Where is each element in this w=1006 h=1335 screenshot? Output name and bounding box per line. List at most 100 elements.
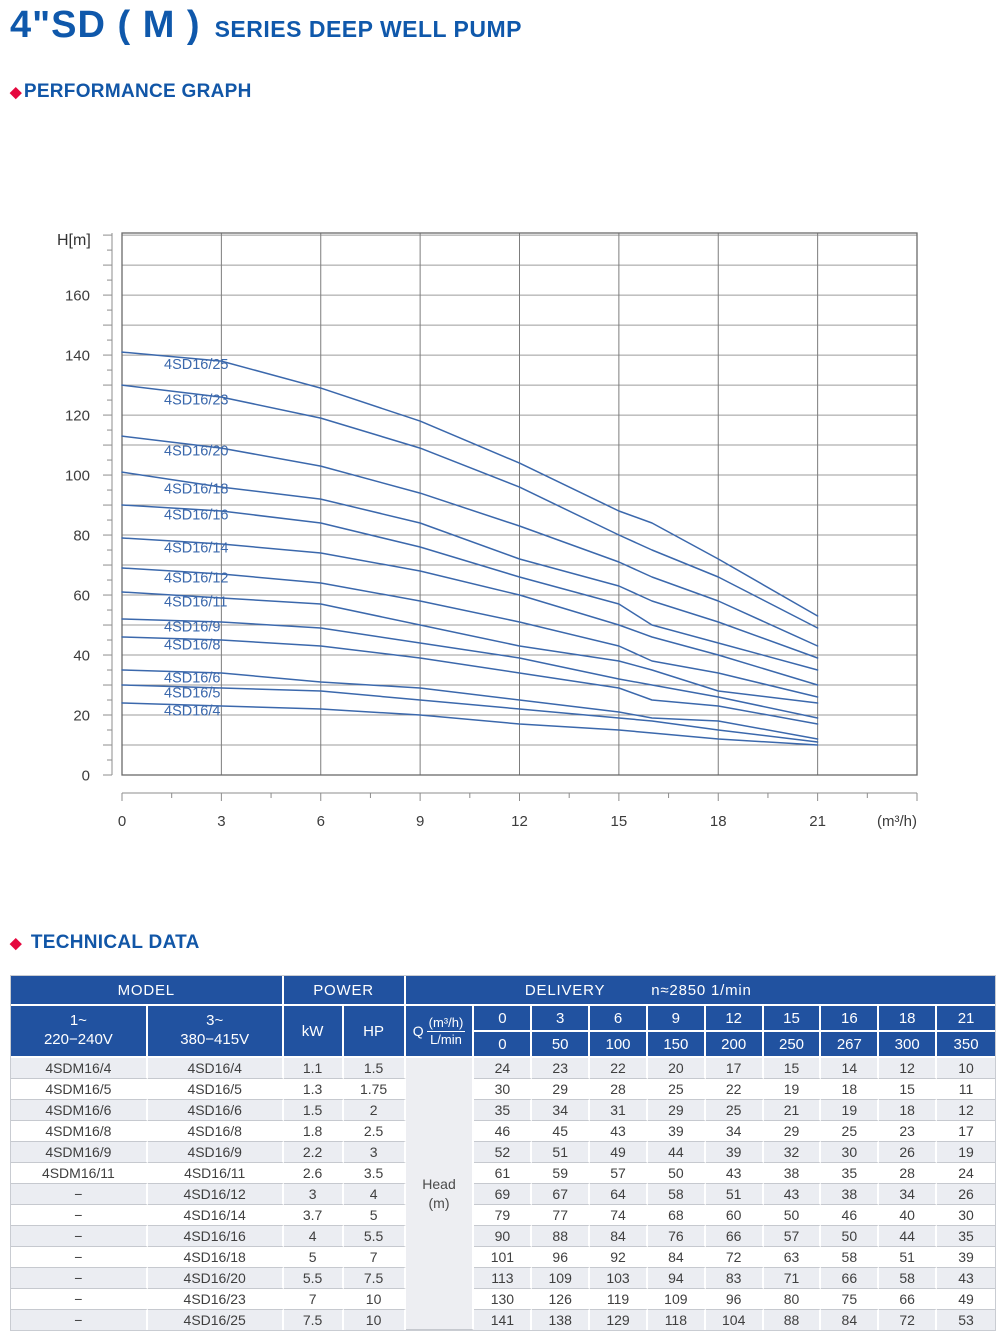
head-value-cell: 21 — [763, 1100, 822, 1121]
curve-4SD16-9 — [121, 618, 819, 719]
head-value-cell: 76 — [647, 1226, 706, 1247]
x-tick-label: 15 — [611, 813, 628, 830]
y-tick-label: 60 — [73, 588, 90, 605]
flow-m3h-header: 9 — [647, 1006, 706, 1032]
head-value-cell: 11 — [937, 1079, 995, 1100]
table-row: 4SDM16/8 4SD16/8 1.8 2.5 46 45 43 39 34 29 25 23 17 — [11, 1121, 995, 1142]
curve-label: 4SD16/4 — [164, 703, 220, 719]
kw-cell: 1.8 — [283, 1121, 344, 1142]
y-tick-label: 80 — [73, 528, 90, 545]
model-3ph-cell: 4SD16/18 — [147, 1247, 284, 1268]
head-value-cell: 50 — [647, 1163, 706, 1184]
head-value-cell: 80 — [763, 1289, 822, 1310]
head-value-cell: 28 — [879, 1163, 938, 1184]
hp-cell: 1.5 — [343, 1058, 406, 1079]
delivery-group-header: DELIVERY n≈2850 1/min — [405, 976, 995, 1006]
model-1ph-cell: − — [11, 1184, 148, 1205]
head-value-cell: 43 — [937, 1268, 995, 1289]
q-label: Q — [412, 1023, 424, 1039]
head-value-cell: 129 — [590, 1310, 648, 1330]
head-value-cell: 18 — [821, 1079, 880, 1100]
model-1ph-cell: − — [11, 1310, 148, 1330]
performance-chart-svg: 0 20 40 60 80 100 120 140 160 H[m] 0 3 6 9 12 15 18 21 (m³… — [57, 232, 918, 830]
kw-cell: 1.1 — [283, 1058, 344, 1079]
head-value-cell: 10 — [937, 1058, 995, 1079]
head-value-cell: 53 — [937, 1310, 995, 1330]
x-tick-label: 12 — [511, 813, 528, 830]
flow-lmin-header: 267 — [821, 1032, 880, 1058]
head-value-cell: 30 — [821, 1142, 880, 1163]
head-value-cell: 24 — [474, 1058, 533, 1079]
kw-cell: 3.7 — [283, 1205, 344, 1226]
q-unit-lmin: L/min — [430, 1031, 462, 1047]
phase-label: 1~ — [69, 1012, 87, 1030]
three-phase-header: 3~ 380−415V — [147, 1006, 284, 1058]
table-row: −4SD16/25 7.5 10 141 138 129 118 104 88 84 72 53 — [11, 1310, 995, 1330]
head-value-cell: 130 — [474, 1289, 533, 1310]
flow-m3h-header: 15 — [763, 1006, 822, 1032]
page-title: 4"SD ( M ) SERIES DEEP WELL PUMP — [10, 4, 522, 47]
head-value-cell: 67 — [532, 1184, 591, 1205]
head-value-cell: 72 — [879, 1310, 938, 1330]
head-value-cell: 49 — [937, 1289, 995, 1310]
head-value-cell: 57 — [763, 1226, 822, 1247]
series-subtitle: SERIES DEEP WELL PUMP — [214, 16, 523, 42]
x-tick-label: 3 — [217, 813, 225, 830]
head-value-cell: 57 — [590, 1163, 648, 1184]
kw-cell: 4 — [283, 1226, 344, 1247]
head-value-cell: 94 — [647, 1268, 706, 1289]
model-1ph-cell: − — [11, 1247, 148, 1268]
table-row: 4SDM16/5 4SD16/5 1.3 1.75 30 29 28 25 22 19 18 15 11 — [11, 1079, 995, 1100]
model-1ph-cell: − — [11, 1226, 148, 1247]
curve-label: 4SD16/20 — [164, 443, 229, 459]
head-value-cell: 58 — [647, 1184, 706, 1205]
model-3ph-cell: 4SD16/11 — [147, 1163, 284, 1184]
curve-label: 4SD16/5 — [164, 685, 220, 701]
head-value-cell: 44 — [879, 1226, 938, 1247]
head-value-cell: 50 — [821, 1226, 880, 1247]
flow-m3h-header: 21 — [937, 1006, 995, 1032]
flow-m3h-header: 3 — [532, 1006, 591, 1032]
table-row: −4SD16/23 7 10 130 126 119 109 96 80 75 66 49 — [11, 1289, 995, 1310]
hp-cell: 5.5 — [343, 1226, 406, 1247]
curve-4SD16-4 — [121, 702, 819, 746]
head-value-cell: 75 — [821, 1289, 880, 1310]
head-m-merged-cell: Head (m) — [405, 1058, 475, 1330]
q-column-header: Q (m³/h) L/min — [405, 1006, 475, 1058]
kw-cell: 7.5 — [283, 1310, 344, 1330]
head-value-cell: 34 — [705, 1121, 764, 1142]
flow-lmin-header: 250 — [763, 1032, 822, 1058]
speed-label: n≈2850 1/min — [651, 981, 752, 999]
table-row: −4SD16/16 4 5.5 90 88 84 76 66 57 50 44 35 — [11, 1226, 995, 1247]
table-row: −4SD16/18 5 7 101 96 92 84 72 63 58 51 39 — [11, 1247, 995, 1268]
voltage-label: 380−415V — [180, 1031, 250, 1048]
head-value-cell: 69 — [474, 1184, 533, 1205]
voltage-label: 220−240V — [43, 1031, 113, 1048]
curve-4SD16-14 — [121, 537, 819, 686]
x-tick-label: 21 — [809, 813, 826, 830]
kw-cell: 1.3 — [283, 1079, 344, 1100]
head-value-cell: 34 — [532, 1100, 591, 1121]
head-value-cell: 119 — [590, 1289, 648, 1310]
model-1ph-cell: 4SDM16/4 — [11, 1058, 148, 1079]
head-value-cell: 52 — [474, 1142, 533, 1163]
hp-cell: 3.5 — [343, 1163, 406, 1184]
head-value-cell: 72 — [705, 1247, 764, 1268]
kw-cell: 5.5 — [283, 1268, 344, 1289]
head-value-cell: 79 — [474, 1205, 533, 1226]
flow-lmin-header: 350 — [937, 1032, 995, 1058]
head-value-cell: 22 — [590, 1058, 648, 1079]
model-3ph-cell: 4SD16/16 — [147, 1226, 284, 1247]
head-value-cell: 84 — [821, 1310, 880, 1330]
model-1ph-cell: 4SDM16/6 — [11, 1100, 148, 1121]
hp-cell: 3 — [343, 1142, 406, 1163]
curve-4SD16-23 — [121, 384, 819, 629]
y-tick-label: 40 — [73, 648, 90, 665]
head-value-cell: 29 — [532, 1079, 591, 1100]
flow-m3h-header: 0 — [474, 1006, 533, 1032]
diamond-icon: ◆ — [10, 934, 22, 952]
head-value-cell: 83 — [705, 1268, 764, 1289]
head-value-cell: 77 — [532, 1205, 591, 1226]
head-value-cell: 25 — [821, 1121, 880, 1142]
kw-header: kW — [283, 1006, 344, 1058]
